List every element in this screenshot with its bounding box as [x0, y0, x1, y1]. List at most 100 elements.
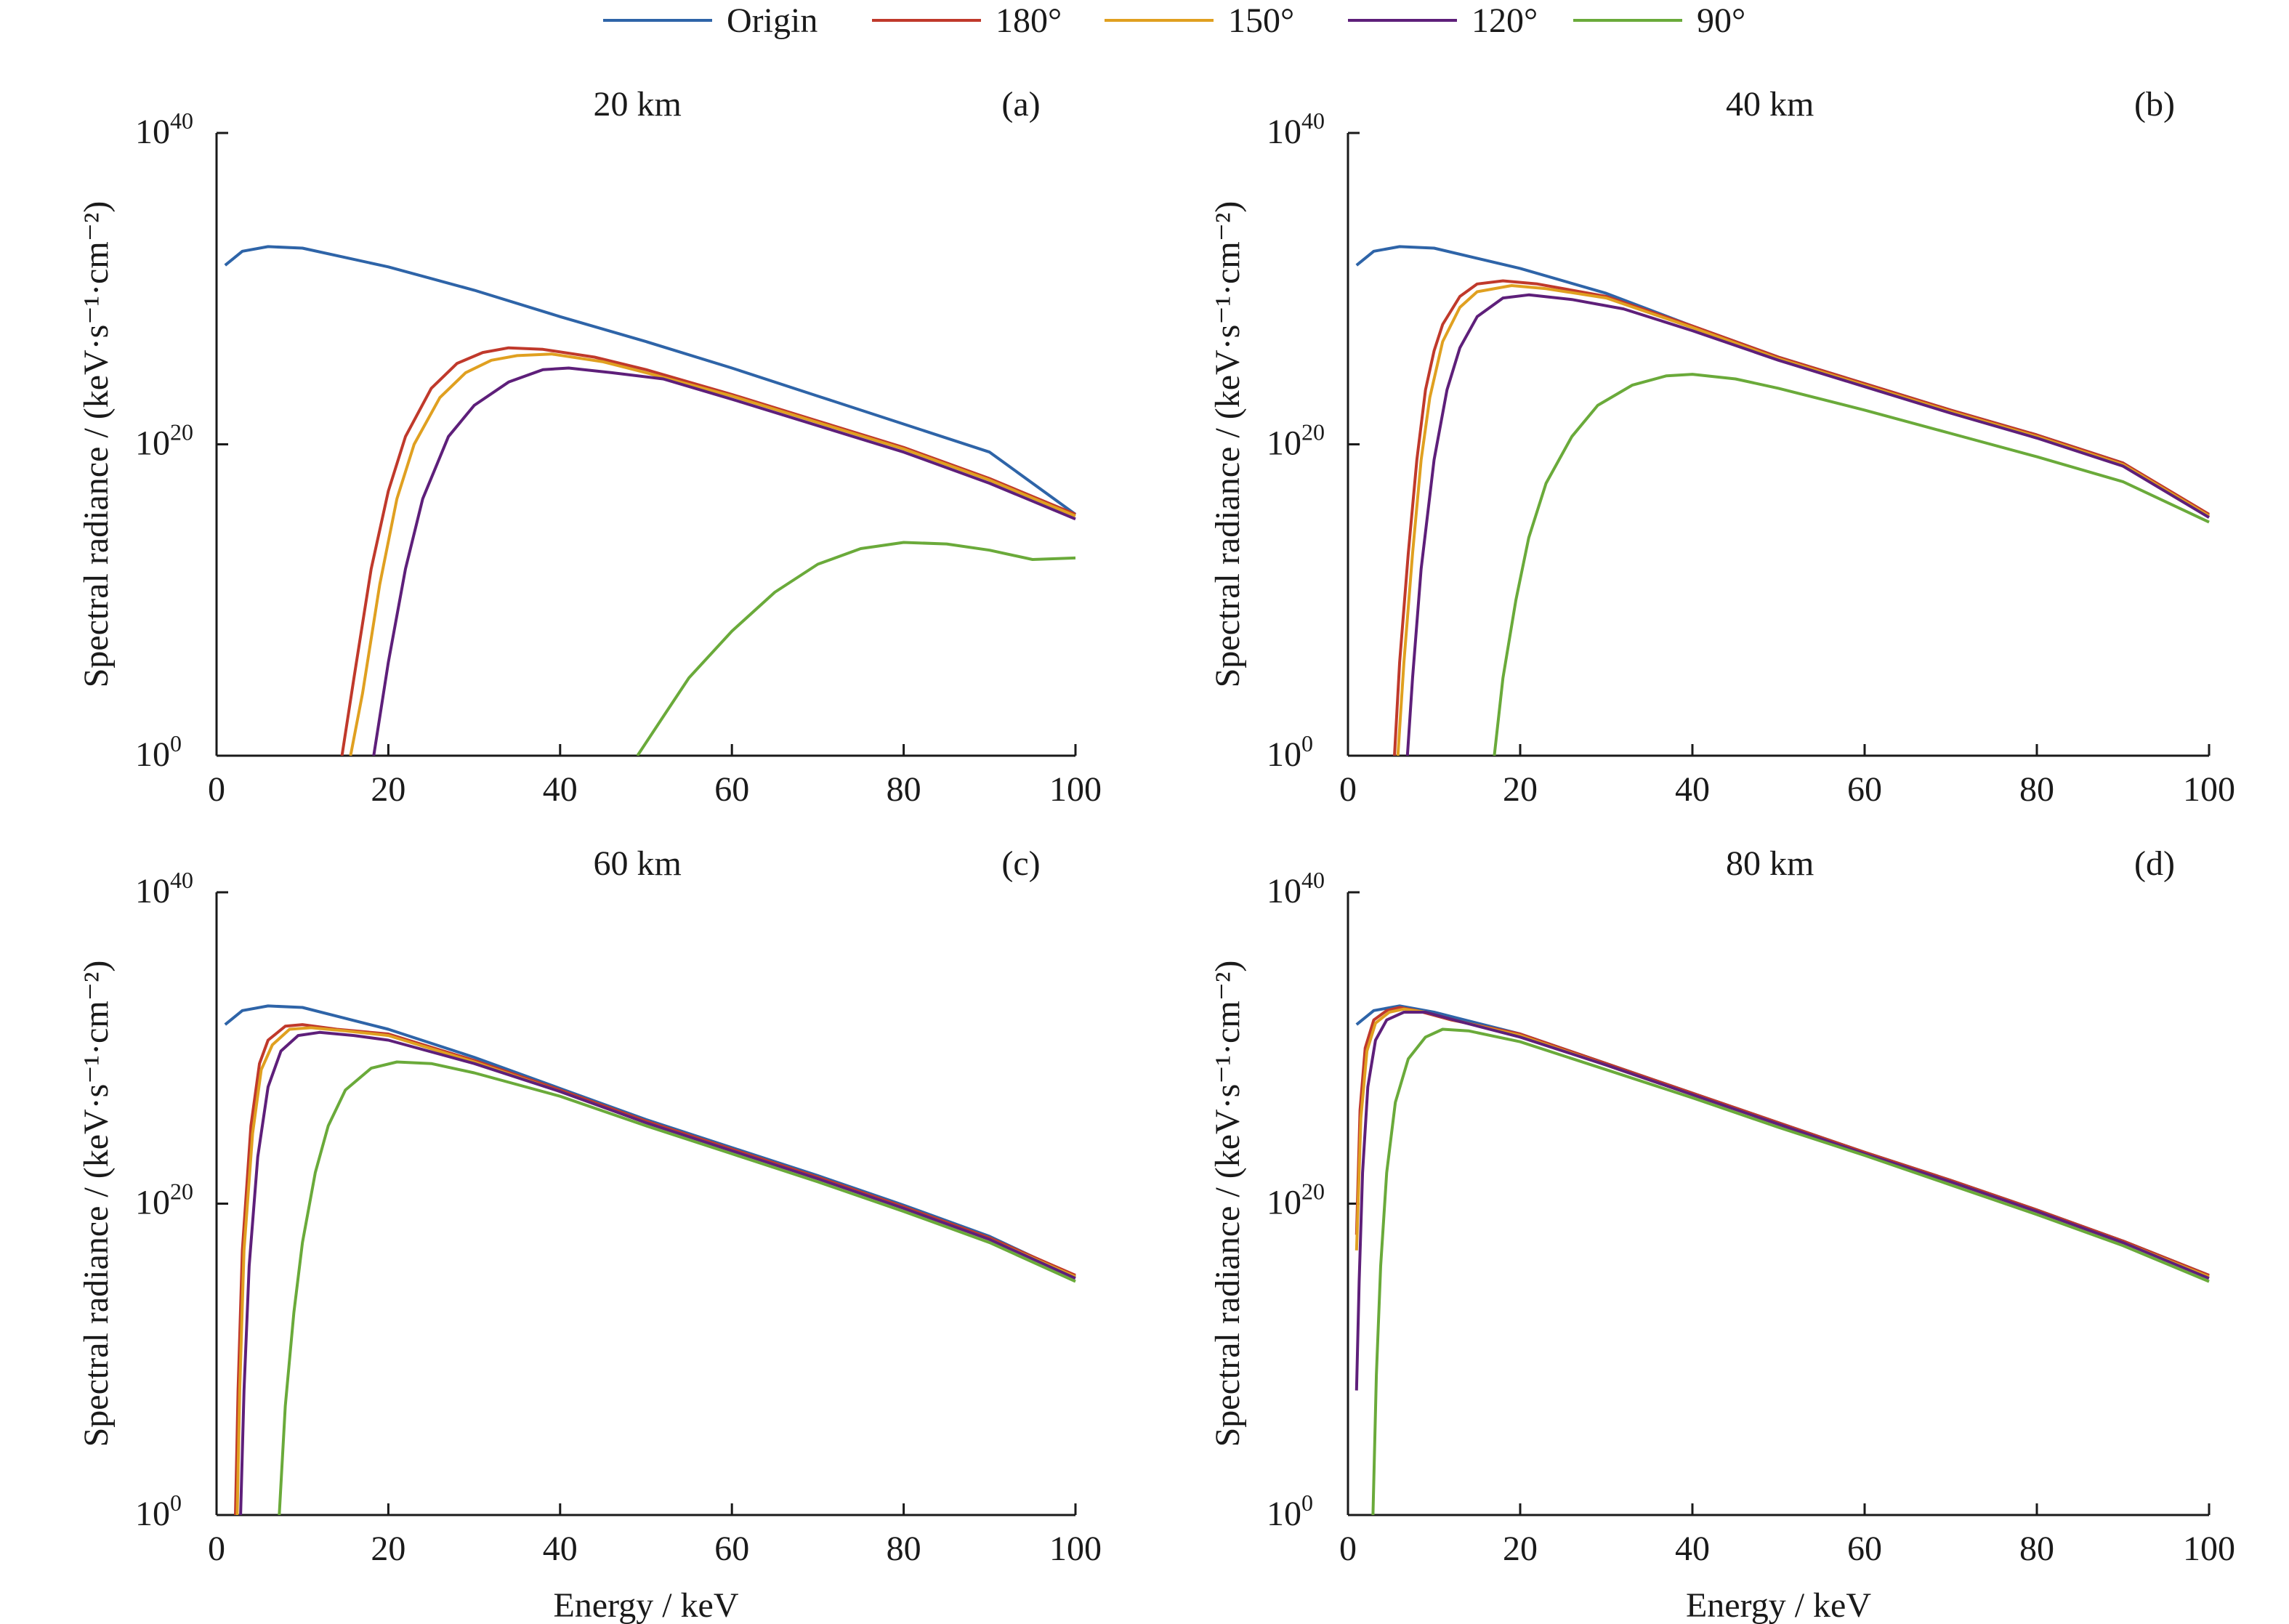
y-tick-base: 10: [135, 113, 170, 151]
y-tick-label: 1020: [1267, 419, 1325, 463]
series-group: [224, 245, 1077, 756]
x-tick-label: 100: [1049, 770, 1102, 809]
legend-entry: 150°: [1105, 1, 1294, 40]
y-tick-base: 10: [135, 1184, 170, 1222]
x-tick-label: 80: [2019, 1530, 2054, 1568]
series-line-Origin: [224, 1004, 1076, 1279]
legend-entry: 180°: [872, 1, 1062, 40]
y-axis-label: Spectral radiance / (keV·s⁻¹·cm⁻²): [77, 201, 116, 688]
y-axis-label: Spectral radiance / (keV·s⁻¹·cm⁻²): [1208, 961, 1247, 1447]
x-tick-label: 60: [714, 1530, 749, 1568]
x-tick-label: 0: [1339, 770, 1357, 809]
y-tick-base: 10: [135, 424, 170, 463]
series-line-90°: [278, 1060, 1076, 1515]
x-tick-label: 60: [1847, 770, 1882, 809]
x-tick-label: 80: [887, 1530, 921, 1568]
x-axis-label: Energy / keV: [1686, 1586, 1871, 1624]
y-tick-exponent: 40: [1301, 108, 1325, 134]
y-tick-exponent: 20: [1301, 1179, 1325, 1205]
x-tick-label: 20: [1503, 1530, 1538, 1568]
y-tick-label: 1040: [1267, 108, 1325, 151]
x-tick-label: 20: [1503, 770, 1538, 809]
series-group: [1355, 1004, 2210, 1515]
y-tick-base: 10: [135, 1495, 170, 1533]
y-tick-label: 1020: [135, 419, 193, 463]
series-line-180°: [234, 1023, 1076, 1515]
x-tick-label: 40: [1675, 1530, 1710, 1568]
y-tick-base: 10: [1267, 735, 1301, 774]
x-axis-label: Energy / keV: [553, 1586, 738, 1624]
legend-entry: Origin: [603, 1, 818, 40]
legend-label: 120°: [1472, 1, 1538, 40]
y-tick-exponent: 20: [170, 1179, 193, 1205]
series-line-90°: [636, 541, 1076, 756]
y-tick-exponent: 0: [170, 730, 182, 756]
y-tick-label: 100: [1267, 730, 1313, 774]
series-line-120°: [372, 366, 1076, 756]
panel-label: (b): [2134, 85, 2175, 124]
series-line-120°: [1355, 1011, 2210, 1391]
y-axis-label: Spectral radiance / (keV·s⁻¹·cm⁻²): [77, 961, 116, 1447]
x-tick-label: 80: [2019, 770, 2054, 809]
series-group: [224, 1004, 1076, 1515]
y-tick-label: 1040: [1267, 867, 1325, 910]
legend-label: 150°: [1228, 1, 1294, 40]
series-line-120°: [239, 1030, 1076, 1515]
series-line-180°: [1393, 279, 2211, 756]
y-axis-label: Spectral radiance / (keV·s⁻¹·cm⁻²): [1208, 201, 1247, 688]
series-line-Origin: [1355, 1004, 2210, 1277]
y-tick-base: 10: [1267, 1495, 1301, 1533]
legend-label: Origin: [727, 1, 818, 40]
legend-entry: 90°: [1573, 1, 1745, 40]
x-tick-label: 20: [371, 1530, 405, 1568]
series-line-90°: [1493, 373, 2210, 756]
panel-title: 20 km: [594, 85, 682, 124]
y-tick-base: 10: [1267, 424, 1301, 463]
x-tick-label: 0: [1339, 1530, 1357, 1568]
series-line-180°: [340, 346, 1076, 756]
y-tick-exponent: 0: [170, 1490, 182, 1516]
panel-title: 80 km: [1726, 844, 1814, 883]
y-tick-exponent: 0: [1301, 1490, 1313, 1516]
x-tick-label: 100: [2183, 1530, 2235, 1568]
series-group: [1355, 245, 2211, 756]
y-tick-base: 10: [135, 872, 170, 910]
x-tick-label: 100: [1049, 1530, 1102, 1568]
panel-label: (d): [2134, 844, 2175, 883]
series-line-180°: [1355, 1006, 2210, 1277]
y-tick-label: 1020: [135, 1179, 193, 1222]
y-tick-exponent: 40: [170, 108, 193, 134]
y-tick-label: 100: [1267, 1490, 1313, 1533]
legend-label: 90°: [1697, 1, 1745, 40]
series-line-90°: [1371, 1027, 2210, 1515]
panel-label: (c): [1001, 844, 1040, 883]
series-line-150°: [1396, 284, 2211, 756]
y-tick-exponent: 0: [1301, 730, 1313, 756]
y-tick-label: 100: [135, 730, 182, 774]
x-tick-label: 0: [208, 1530, 225, 1568]
x-tick-label: 40: [1675, 770, 1710, 809]
y-tick-label: 100: [135, 1490, 182, 1533]
series-line-150°: [1355, 1007, 2210, 1279]
x-tick-label: 100: [2183, 770, 2235, 809]
x-tick-label: 40: [543, 1530, 578, 1568]
y-tick-exponent: 40: [1301, 867, 1325, 893]
series-line-150°: [235, 1026, 1076, 1515]
y-tick-exponent: 40: [170, 867, 193, 893]
x-tick-label: 0: [208, 770, 225, 809]
panel-label: (a): [1001, 85, 1040, 124]
x-tick-label: 40: [543, 770, 578, 809]
y-tick-label: 1040: [135, 867, 193, 910]
y-tick-base: 10: [1267, 872, 1301, 910]
y-tick-base: 10: [135, 735, 170, 774]
y-tick-exponent: 20: [1301, 419, 1325, 445]
panel-title: 40 km: [1726, 85, 1814, 124]
legend-entry: 120°: [1348, 1, 1538, 40]
series-line-150°: [349, 352, 1076, 756]
y-tick-base: 10: [1267, 1184, 1301, 1222]
series-line-Origin: [1355, 245, 2211, 517]
